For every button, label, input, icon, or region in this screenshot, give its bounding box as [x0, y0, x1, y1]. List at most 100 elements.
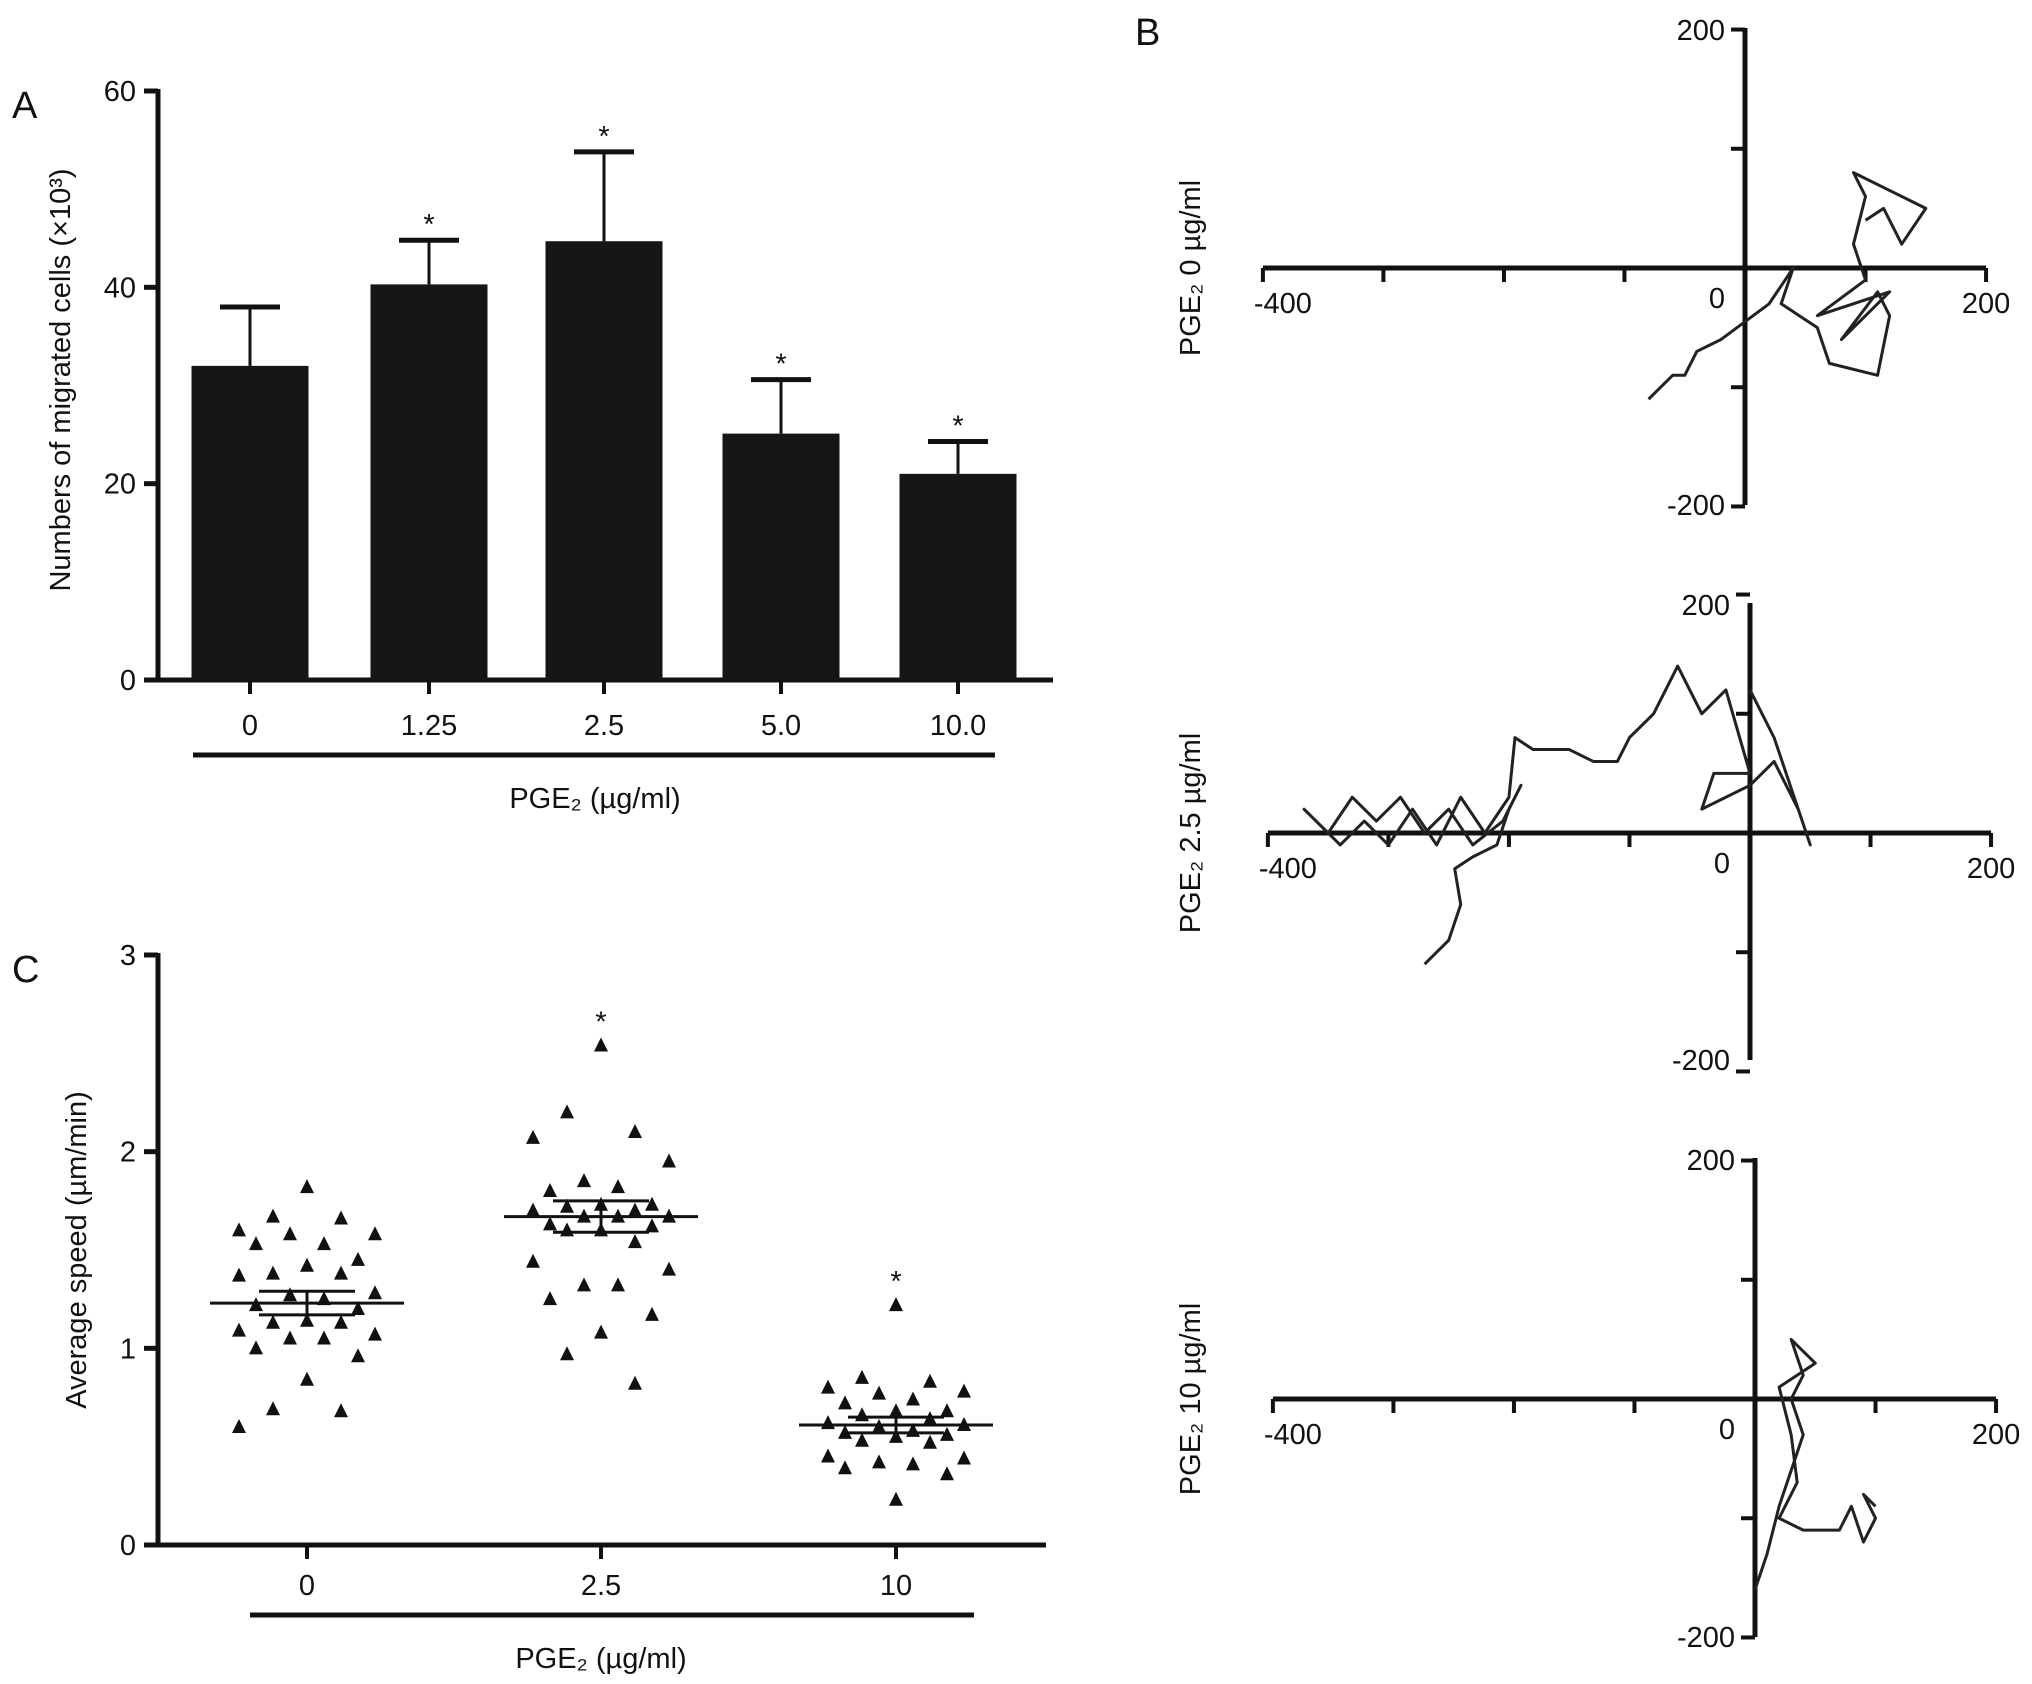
data-point	[872, 1385, 886, 1400]
panel-label-b: B	[1135, 12, 1160, 54]
significance-marker: *	[423, 209, 434, 241]
x-tick-label: 200	[1967, 853, 2015, 885]
data-point	[300, 1257, 314, 1272]
data-point	[577, 1277, 591, 1292]
panel-c-scatter: 0 1 2 3 0 2.5 * 10 * PGE₂ (µg/ml) Average speed (µ…	[61, 940, 1046, 1675]
bar	[899, 473, 1017, 680]
data-point	[334, 1265, 348, 1280]
plot-label: PGE₂ 2.5 µg/ml	[1175, 733, 1207, 933]
data-point	[940, 1403, 954, 1418]
data-point	[662, 1153, 676, 1168]
y-tick-label: 3	[120, 940, 136, 972]
data-point	[611, 1277, 625, 1292]
data-point	[872, 1454, 886, 1469]
plot-label: PGE₂ 10 µg/ml	[1175, 1303, 1207, 1495]
panel-b-trajectories: -400 0 200 200 -200 PGE₂ 0 µg/ml -400 0 200 200 -2…	[1175, 15, 2020, 1654]
data-point	[232, 1322, 246, 1337]
x-tick-label: 1.25	[401, 710, 457, 742]
x-tick-label: -400	[1254, 288, 1312, 320]
panel-label-c: C	[12, 949, 39, 991]
data-point	[628, 1234, 642, 1249]
y-tick-label: 200	[1687, 1145, 1735, 1177]
data-point	[526, 1129, 540, 1144]
data-point	[560, 1104, 574, 1119]
data-point	[594, 1037, 608, 1052]
data-point	[889, 1297, 903, 1312]
significance-marker: *	[952, 410, 963, 442]
data-point	[560, 1198, 574, 1213]
y-axis-label: Average speed (µm/min)	[61, 1091, 93, 1409]
x-tick-label: 10.0	[930, 710, 986, 742]
x-tick-label: -400	[1264, 1419, 1322, 1451]
y-tick-label: 20	[104, 469, 136, 501]
data-point	[889, 1491, 903, 1506]
x-tick-label: 200	[1972, 1419, 2020, 1451]
significance-marker: *	[775, 349, 786, 381]
data-point	[560, 1346, 574, 1361]
data-point	[821, 1379, 835, 1394]
data-point	[838, 1424, 852, 1439]
x-tick-label: 0	[1709, 283, 1725, 315]
data-point	[628, 1375, 642, 1390]
data-point	[283, 1287, 297, 1302]
data-point	[266, 1314, 280, 1329]
data-point	[351, 1348, 365, 1363]
data-point	[317, 1330, 331, 1345]
data-point	[940, 1466, 954, 1481]
data-point	[821, 1415, 835, 1430]
bar	[191, 365, 309, 680]
data-point	[543, 1216, 557, 1231]
data-point	[855, 1432, 869, 1447]
y-tick-label: -200	[1667, 490, 1725, 522]
data-point	[334, 1210, 348, 1225]
x-tick-label: 200	[1962, 288, 2010, 320]
cell-trajectory	[1647, 171, 1928, 401]
data-point	[300, 1312, 314, 1327]
data-point	[923, 1373, 937, 1388]
data-point	[957, 1383, 971, 1398]
data-point	[957, 1450, 971, 1465]
x-tick-label: 0	[1714, 848, 1730, 880]
data-point	[855, 1407, 869, 1422]
y-tick-label: 0	[120, 665, 136, 697]
data-point	[577, 1173, 591, 1188]
data-point	[662, 1261, 676, 1276]
data-point	[906, 1391, 920, 1406]
data-point	[249, 1236, 263, 1251]
plot-label: PGE₂ 0 µg/ml	[1175, 180, 1207, 356]
data-point	[526, 1253, 540, 1268]
data-point	[351, 1301, 365, 1315]
x-axis-label: PGE₂ (µg/ml)	[515, 1643, 686, 1675]
data-point	[300, 1179, 314, 1194]
y-tick-label: 2	[120, 1137, 136, 1169]
cell-trajectory	[1753, 1337, 1878, 1591]
data-point	[628, 1124, 642, 1138]
significance-marker: *	[595, 1006, 606, 1038]
bar	[545, 241, 663, 680]
data-point	[855, 1369, 869, 1384]
x-tick-label: 5.0	[761, 710, 801, 742]
data-point	[232, 1267, 246, 1282]
data-point	[645, 1196, 659, 1211]
x-tick-label: 0	[1719, 1414, 1735, 1446]
y-tick-label: 200	[1677, 15, 1725, 47]
data-point	[317, 1236, 331, 1251]
x-tick-label: 0	[299, 1570, 315, 1602]
bar	[370, 284, 488, 680]
significance-marker: *	[890, 1266, 901, 1298]
data-point	[232, 1222, 246, 1237]
data-point	[368, 1285, 382, 1300]
significance-marker: *	[598, 121, 609, 153]
y-axis-label: Numbers of migrated cells (×10³)	[45, 168, 77, 591]
data-point	[249, 1340, 263, 1355]
data-point	[645, 1306, 659, 1321]
y-tick-label: -200	[1677, 1622, 1735, 1654]
data-point	[266, 1265, 280, 1280]
data-point	[838, 1395, 852, 1410]
data-point	[906, 1456, 920, 1471]
data-point	[543, 1291, 557, 1306]
data-point	[628, 1202, 642, 1217]
panel-label-a: A	[12, 85, 38, 127]
data-point	[645, 1218, 659, 1233]
data-point	[560, 1222, 574, 1237]
